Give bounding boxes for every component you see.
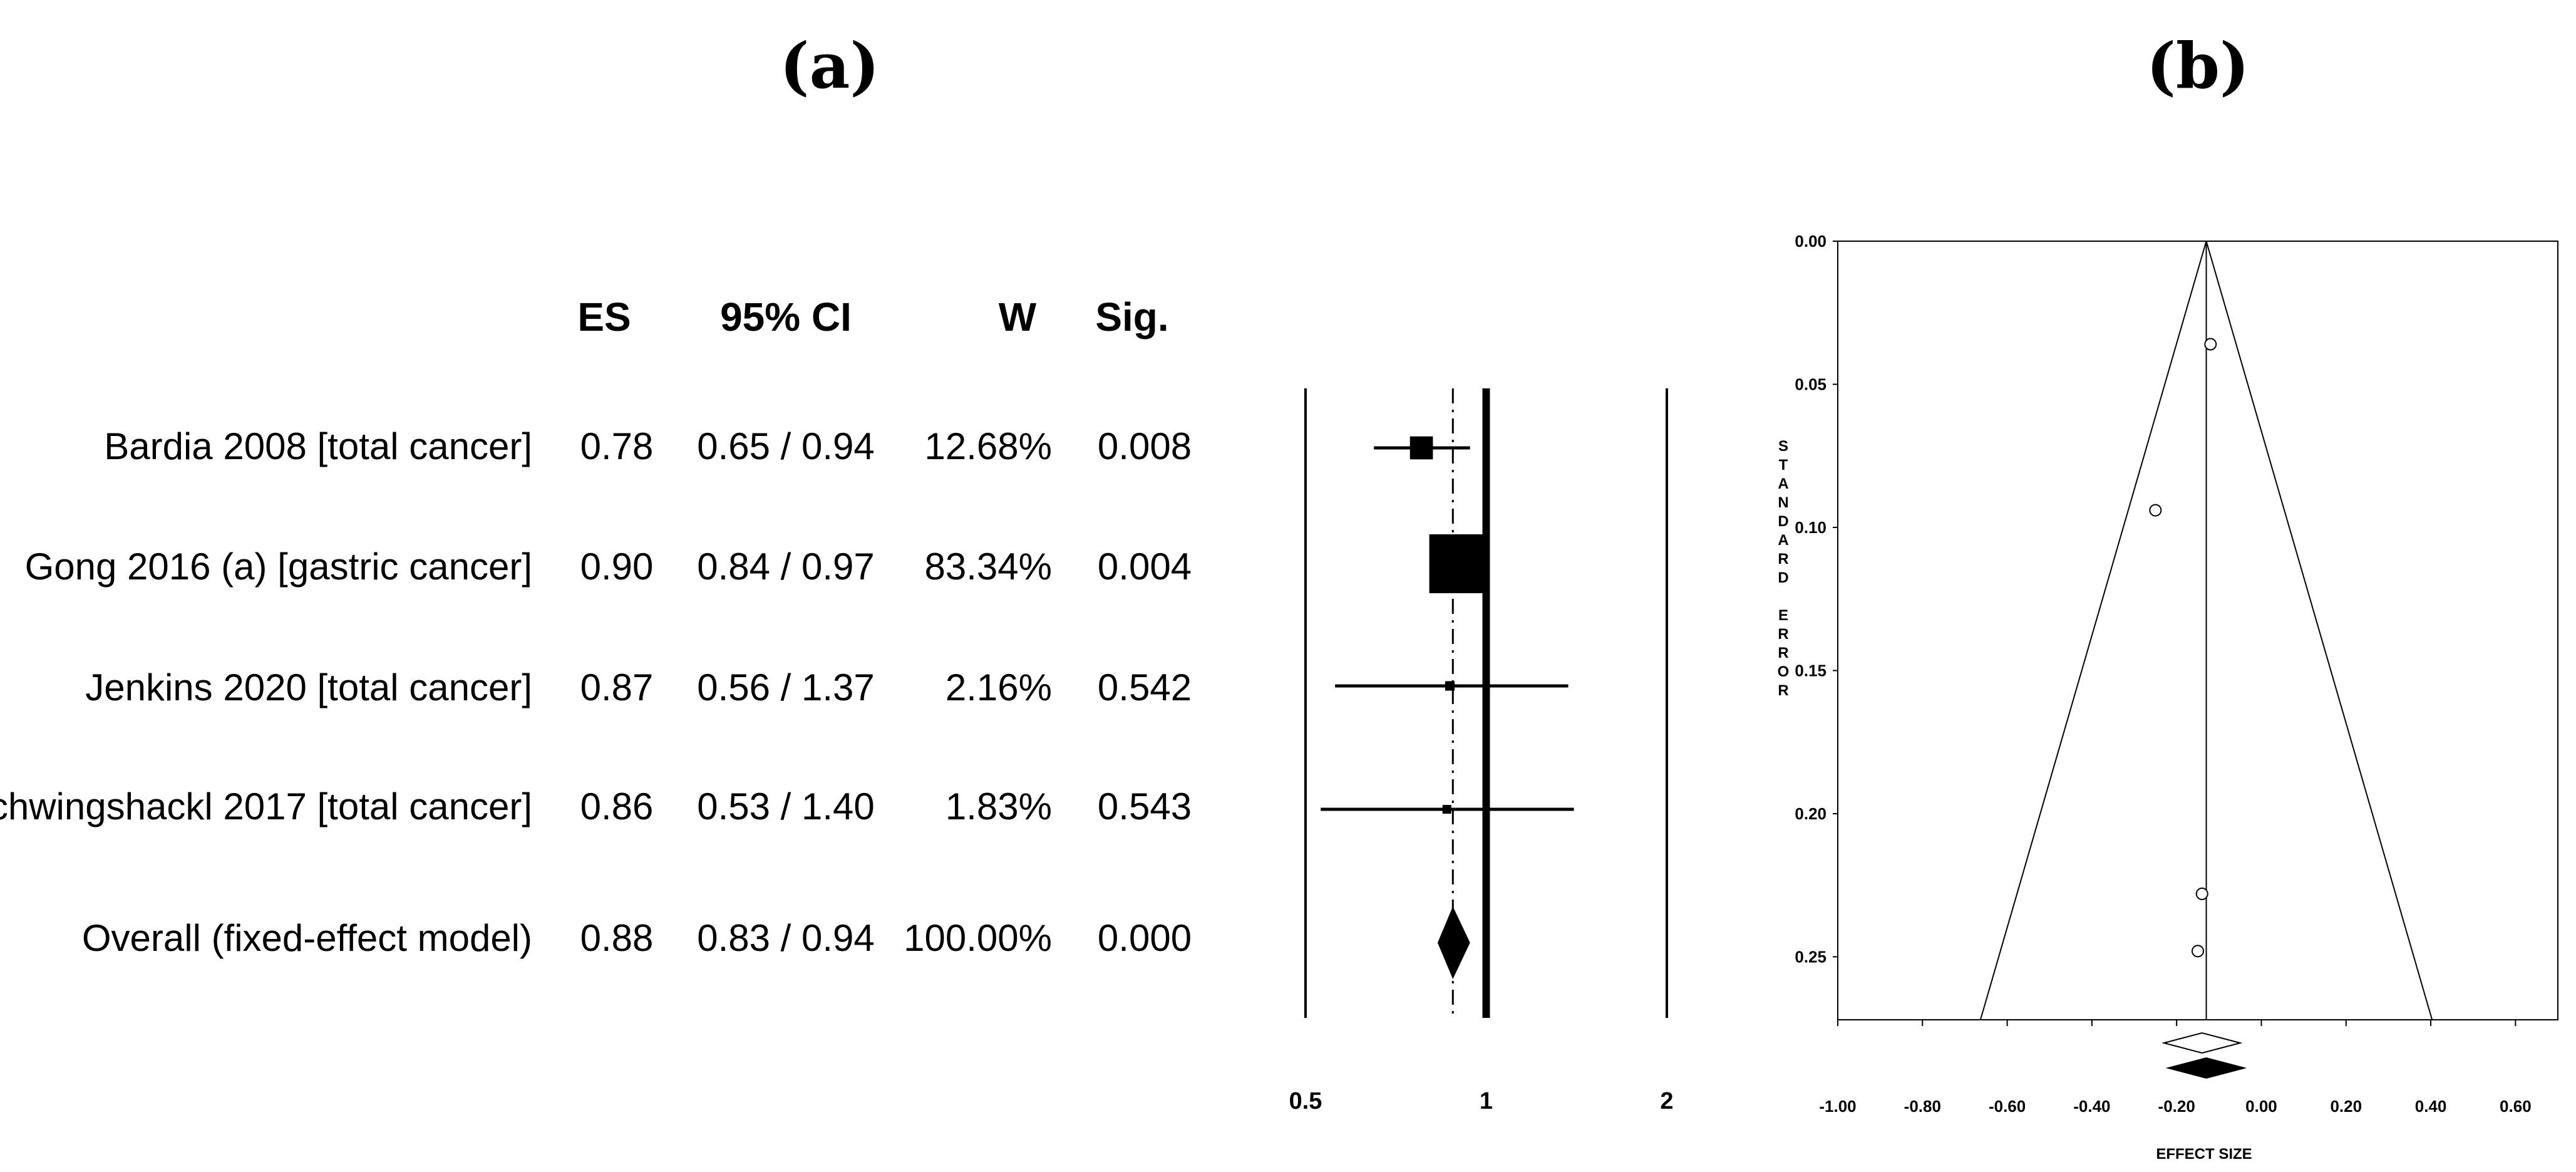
forest-study-marker: [1429, 534, 1488, 594]
study-label: Gong 2016 (a) [gastric cancer]: [25, 546, 532, 588]
funnel-study-point: [2204, 338, 2217, 351]
funnel-x-tick-label: 0.40: [2415, 1097, 2447, 1116]
study-label: Jenkins 2020 [total cancer]: [85, 666, 532, 708]
funnel-x-tick-label: -0.80: [1904, 1097, 1941, 1116]
forest-plot: ES 95% CI W Sig. Bardia 2008 [total canc…: [0, 294, 1674, 1114]
overall-es: 0.88: [580, 917, 654, 959]
funnel-y-tick-label: 0.10: [1795, 518, 1826, 537]
funnel-x-axis-label: EFFECT SIZE: [2156, 1146, 2252, 1163]
forest-study-marker: [1442, 805, 1451, 814]
overall-weight: 100.00%: [904, 917, 1052, 959]
forest-tick-labels: 0.5 1 2: [1289, 1088, 1674, 1114]
funnel-summary-diamond-filled: [2165, 1057, 2247, 1079]
header-ci: 95% CI: [720, 294, 852, 340]
study-ci: 0.53 / 1.40: [697, 786, 875, 827]
panel-b-label: (b): [2146, 29, 2250, 103]
funnel-marks: [1837, 241, 2558, 1079]
forest-tick-label: 1: [1480, 1088, 1493, 1114]
forest-tick-label: 0.5: [1289, 1088, 1322, 1114]
funnel-x-tick-label: 0.20: [2330, 1097, 2362, 1116]
funnel-y-tick-label: 0.20: [1795, 804, 1826, 823]
study-ci: 0.84 / 0.97: [697, 546, 875, 588]
forest-study-marker: [1445, 681, 1455, 691]
study-label: Schwingshackl 2017 [total cancer]: [0, 786, 532, 827]
panel-a-label: (a): [780, 29, 879, 103]
study-row: Gong 2016 (a) [gastric cancer] 0.90 0.84…: [25, 546, 1192, 588]
funnel-x-tick-label: -0.60: [1989, 1097, 2026, 1116]
overall-sig: 0.000: [1098, 917, 1192, 959]
funnel-summary-diamond-open: [2161, 1032, 2243, 1054]
study-sig: 0.543: [1098, 786, 1192, 827]
overall-row: Overall (fixed-effect model) 0.88 0.83 /…: [82, 917, 1192, 959]
header-sig: Sig.: [1095, 294, 1168, 340]
funnel-tick-marks: 0.00 0.05 0.10 0.15 0.20 0.25 -1.00 -0.80 -0.60 -…: [1795, 232, 2531, 1116]
study-ci: 0.56 / 1.37: [697, 666, 875, 708]
study-es: 0.90: [580, 546, 654, 588]
funnel-y-tick-label: 0.00: [1795, 232, 1826, 251]
forest-marks: [1304, 388, 1668, 1018]
funnel-x-tick-label: -0.20: [2158, 1097, 2195, 1116]
funnel-y-tick-label: 0.25: [1795, 947, 1826, 966]
study-row: Jenkins 2020 [total cancer] 0.87 0.56 / …: [85, 666, 1192, 708]
funnel-plot: 0.00 0.05 0.10 0.15 0.20 0.25 -1.00 -0.80 -0.60 -…: [1778, 232, 2558, 1163]
funnel-frame: [1837, 241, 2558, 1020]
funnel-right-limit: [2205, 241, 2433, 1020]
study-es: 0.87: [580, 666, 654, 708]
study-row: Schwingshackl 2017 [total cancer] 0.86 0…: [0, 786, 1192, 827]
study-weight: 2.16%: [945, 666, 1052, 708]
funnel-study-point: [2149, 504, 2162, 517]
forest-overall-diamond: [1437, 906, 1470, 979]
header-es: ES: [577, 294, 631, 340]
overall-ci: 0.83 / 0.94: [697, 917, 875, 959]
study-row: Bardia 2008 [total cancer] 0.78 0.65 / 0…: [104, 425, 1192, 467]
funnel-x-tick-label: 0.00: [2245, 1097, 2277, 1116]
funnel-y-tick-label: 0.15: [1795, 661, 1826, 680]
funnel-x-tick-label: -0.40: [2073, 1097, 2110, 1116]
study-weight: 83.34%: [925, 546, 1053, 588]
funnel-left-limit: [1979, 241, 2207, 1020]
funnel-x-tick-label: -1.00: [1819, 1097, 1856, 1116]
study-es: 0.78: [580, 425, 654, 467]
forest-tick-label: 2: [1660, 1088, 1673, 1114]
funnel-study-point: [2192, 945, 2204, 958]
study-es: 0.86: [580, 786, 654, 827]
study-weight: 12.68%: [925, 425, 1053, 467]
overall-label: Overall (fixed-effect model): [82, 917, 532, 959]
funnel-x-tick-label: 0.60: [2500, 1097, 2532, 1116]
forest-study-marker: [1409, 436, 1433, 460]
study-label: Bardia 2008 [total cancer]: [104, 425, 532, 467]
study-sig: 0.004: [1098, 546, 1192, 588]
funnel-study-point: [2195, 887, 2208, 900]
study-sig: 0.542: [1098, 666, 1192, 708]
study-ci: 0.65 / 0.94: [697, 425, 875, 467]
study-sig: 0.008: [1098, 425, 1192, 467]
header-w: W: [999, 294, 1037, 340]
funnel-y-tick-label: 0.05: [1795, 375, 1826, 393]
study-weight: 1.83%: [945, 786, 1052, 827]
